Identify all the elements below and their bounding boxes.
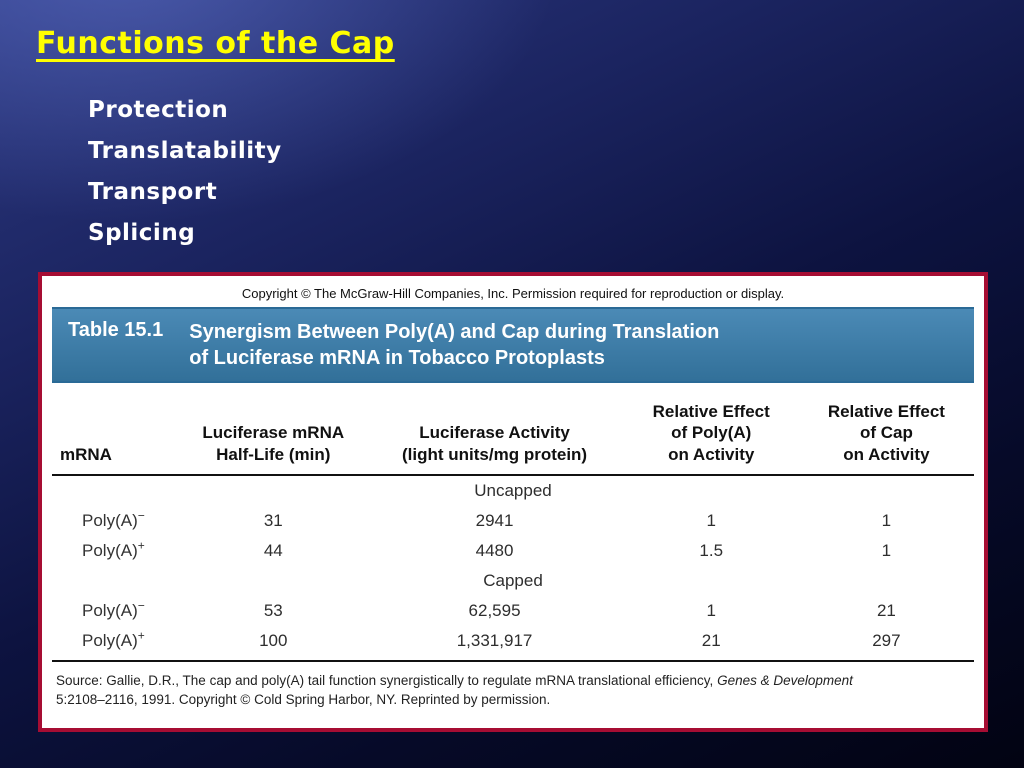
bullet-item: Splicing: [88, 220, 196, 246]
row-label-sup: −: [137, 598, 145, 613]
col-header-cap-effect: Relative Effect of Cap on Activity: [798, 397, 974, 476]
cell-cap-effect: 297: [798, 625, 974, 662]
source-text: Source: Gallie, D.R., The cap and poly(A…: [56, 672, 718, 688]
row-label-text: Poly(A): [82, 540, 138, 560]
cell-cap-effect: 21: [876, 600, 896, 620]
cell-polya-effect: 1: [706, 600, 716, 620]
cell-polya-effect: 1.5: [699, 540, 724, 560]
cell-cap-effect: 1: [881, 510, 892, 530]
col-header-mrna: mRNA: [52, 397, 182, 476]
table-row: Poly(A)− 53 62,595 1 21: [52, 596, 974, 626]
row-label-sup: −: [137, 508, 145, 523]
source-line2: 5:2108–2116, 1991. Copyright © Cold Spri…: [56, 692, 551, 708]
cell-activity: 62,595: [468, 600, 521, 620]
table-row: Poly(A)− 31 2941 1 1: [52, 506, 974, 536]
bullet-item: Transport: [88, 179, 218, 205]
row-label-text: Poly(A): [82, 510, 138, 530]
col-header-activity: Luciferase Activity (light units/mg prot…: [365, 397, 624, 476]
source-journal: Genes & Development: [717, 672, 853, 688]
bullet-list: Protection Translatability Transport Spl…: [88, 90, 282, 254]
row-label-text: Poly(A): [82, 630, 138, 650]
col-header-half-life: Luciferase mRNA Half-Life (min): [181, 397, 366, 476]
bullet-item: Translatability: [88, 138, 282, 164]
col-header-polya-effect: Relative Effect of Poly(A) on Activity: [623, 397, 799, 476]
group-row-capped: Capped: [52, 566, 974, 596]
row-label: Poly(A)+: [52, 625, 182, 662]
row-label: Poly(A)+: [52, 536, 181, 566]
table-number: Table 15.1: [68, 319, 164, 341]
table-title: Synergism Between Poly(A) and Cap during…: [189, 321, 720, 369]
row-label-sup: +: [137, 538, 145, 553]
data-table: mRNA Luciferase mRNA Half-Life (min) Luc…: [52, 397, 974, 662]
bullet-item: Protection: [88, 97, 229, 123]
cell-cap-effect: 1: [881, 540, 892, 560]
cell-activity: 2941: [475, 510, 514, 530]
table-figure: Copyright © The McGraw-Hill Companies, I…: [38, 272, 988, 732]
table-title-band: Table 15.1 Synergism Between Poly(A) and…: [52, 307, 974, 383]
table-row: Poly(A)+ 100 1,331,917 21 297: [52, 625, 974, 662]
row-label: Poly(A)−: [52, 596, 181, 626]
figure-source: Source: Gallie, D.R., The cap and poly(A…: [52, 662, 974, 714]
cell-activity: 1,331,917: [365, 625, 624, 662]
cell-half-life: 100: [181, 625, 366, 662]
cell-half-life: 44: [263, 540, 283, 560]
table-row: Poly(A)+ 44 4480 1.5 1: [52, 536, 974, 566]
group-label: Capped: [483, 570, 543, 590]
row-label-text: Poly(A): [82, 600, 138, 620]
cell-polya-effect: 21: [623, 625, 799, 662]
row-label: Poly(A)−: [52, 506, 181, 536]
group-label: Uncapped: [474, 480, 552, 500]
page-title: Functions of the Cap: [36, 26, 395, 61]
row-label-sup: +: [137, 628, 145, 643]
header-row: mRNA Luciferase mRNA Half-Life (min) Luc…: [52, 397, 974, 476]
cell-activity: 4480: [475, 540, 514, 560]
figure-copyright: Copyright © The McGraw-Hill Companies, I…: [241, 286, 785, 301]
cell-half-life: 53: [263, 600, 283, 620]
group-row-uncapped: Uncapped: [52, 475, 974, 506]
cell-polya-effect: 1: [706, 510, 716, 530]
cell-half-life: 31: [263, 510, 283, 530]
